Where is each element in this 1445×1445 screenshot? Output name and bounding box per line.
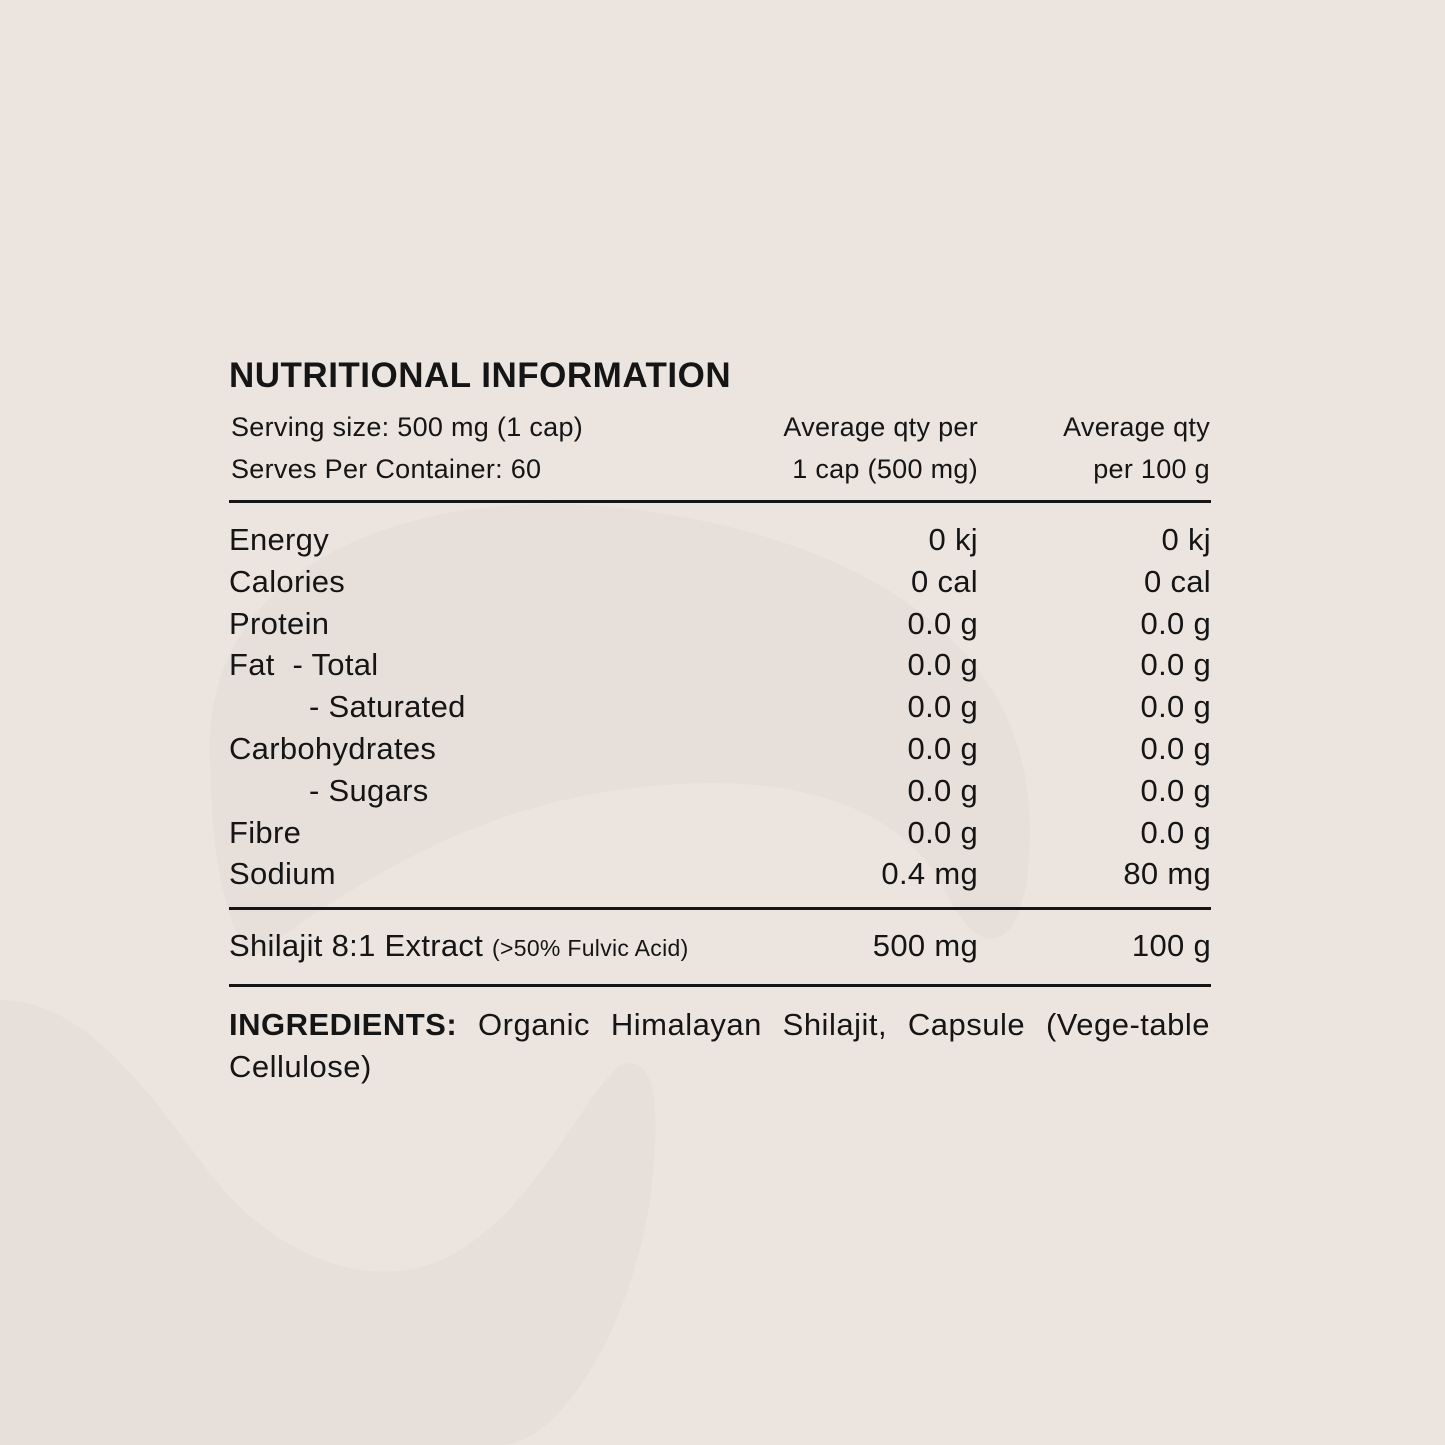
row-per-100g: 80 mg [1123, 856, 1211, 891]
watermark-swirl-lower [0, 1000, 656, 1445]
watermark-swirl-upper [209, 503, 1030, 960]
col-per-100g-header-line1: Average qty [1063, 412, 1210, 442]
extract-note: (>50% Fulvic Acid) [492, 935, 689, 961]
row-label: Shilajit 8:1 Extract (>50% Fulvic Acid) [229, 925, 689, 969]
row-per-100g: 0.0 g [1140, 731, 1211, 766]
row-label: Calories [229, 564, 346, 599]
row-per-100g: 0 kj [1161, 522, 1211, 557]
row-per-serve: 0.0 g [907, 731, 978, 766]
row-label: Sodium [229, 856, 336, 891]
table-row-carbohydrates: Carbohydrates 0.0 g 0.0 g [229, 728, 1211, 770]
row-per-100g: 100 g [1131, 928, 1211, 963]
row-label: Fibre [229, 815, 302, 850]
row-label: Protein [229, 606, 330, 641]
divider-bottom [229, 984, 1211, 987]
row-label: Energy [229, 522, 330, 557]
row-per-serve: 0.4 mg [881, 856, 978, 891]
ingredients-text: Organic Himalayan Shilajit, Capsule (Veg… [229, 1007, 1210, 1084]
row-per-serve: 0.0 g [907, 647, 978, 682]
row-label: Fat - Total [229, 647, 379, 682]
row-per-100g: 0.0 g [1140, 773, 1211, 808]
row-per-serve: 0.0 g [907, 815, 978, 850]
serves-per-container: Serves Per Container: 60 [231, 454, 542, 484]
table-row-calories: Calories 0 cal 0 cal [229, 561, 1211, 603]
row-per-serve: 0 kj [928, 522, 978, 557]
table-row-sugars: - Sugars 0.0 g 0.0 g [229, 770, 1211, 812]
col-per-100g-header-line2: per 100 g [1093, 454, 1210, 484]
table-row-saturated: - Saturated 0.0 g 0.0 g [229, 686, 1211, 728]
row-per-100g: 0.0 g [1140, 606, 1211, 641]
divider-middle [229, 907, 1211, 910]
ingredients: INGREDIENTS: Organic Himalayan Shilajit,… [229, 1004, 1210, 1088]
col-per-serve-header-line1: Average qty per [783, 412, 978, 442]
serving-size: Serving size: 500 mg (1 cap) [231, 412, 584, 442]
row-label: Carbohydrates [229, 731, 437, 766]
table-row-extract: Shilajit 8:1 Extract (>50% Fulvic Acid) … [229, 925, 1211, 967]
row-per-100g: 0.0 g [1140, 647, 1211, 682]
table-row-protein: Protein 0.0 g 0.0 g [229, 603, 1211, 645]
page-title: NUTRITIONAL INFORMATION [229, 356, 732, 395]
col-per-serve-header-line2: 1 cap (500 mg) [792, 454, 978, 484]
row-per-serve: 0.0 g [907, 773, 978, 808]
table-row-fat-total: Fat - Total 0.0 g 0.0 g [229, 644, 1211, 686]
row-per-100g: 0.0 g [1140, 689, 1211, 724]
table-row-energy: Energy 0 kj 0 kj [229, 519, 1211, 561]
row-per-serve: 0.0 g [907, 606, 978, 641]
table-row-fibre: Fibre 0.0 g 0.0 g [229, 812, 1211, 854]
row-label: - Sugars [309, 773, 429, 808]
extract-label: Shilajit 8:1 Extract [229, 928, 484, 963]
row-per-serve: 0 cal [911, 564, 978, 599]
row-per-100g: 0.0 g [1140, 815, 1211, 850]
row-per-serve: 0.0 g [907, 689, 978, 724]
row-per-serve: 500 mg [872, 928, 978, 963]
table-row-sodium: Sodium 0.4 mg 80 mg [229, 853, 1211, 895]
divider-top [229, 500, 1211, 503]
row-per-100g: 0 cal [1144, 564, 1211, 599]
ingredients-heading: INGREDIENTS: [229, 1007, 458, 1042]
row-label: - Saturated [309, 689, 466, 724]
